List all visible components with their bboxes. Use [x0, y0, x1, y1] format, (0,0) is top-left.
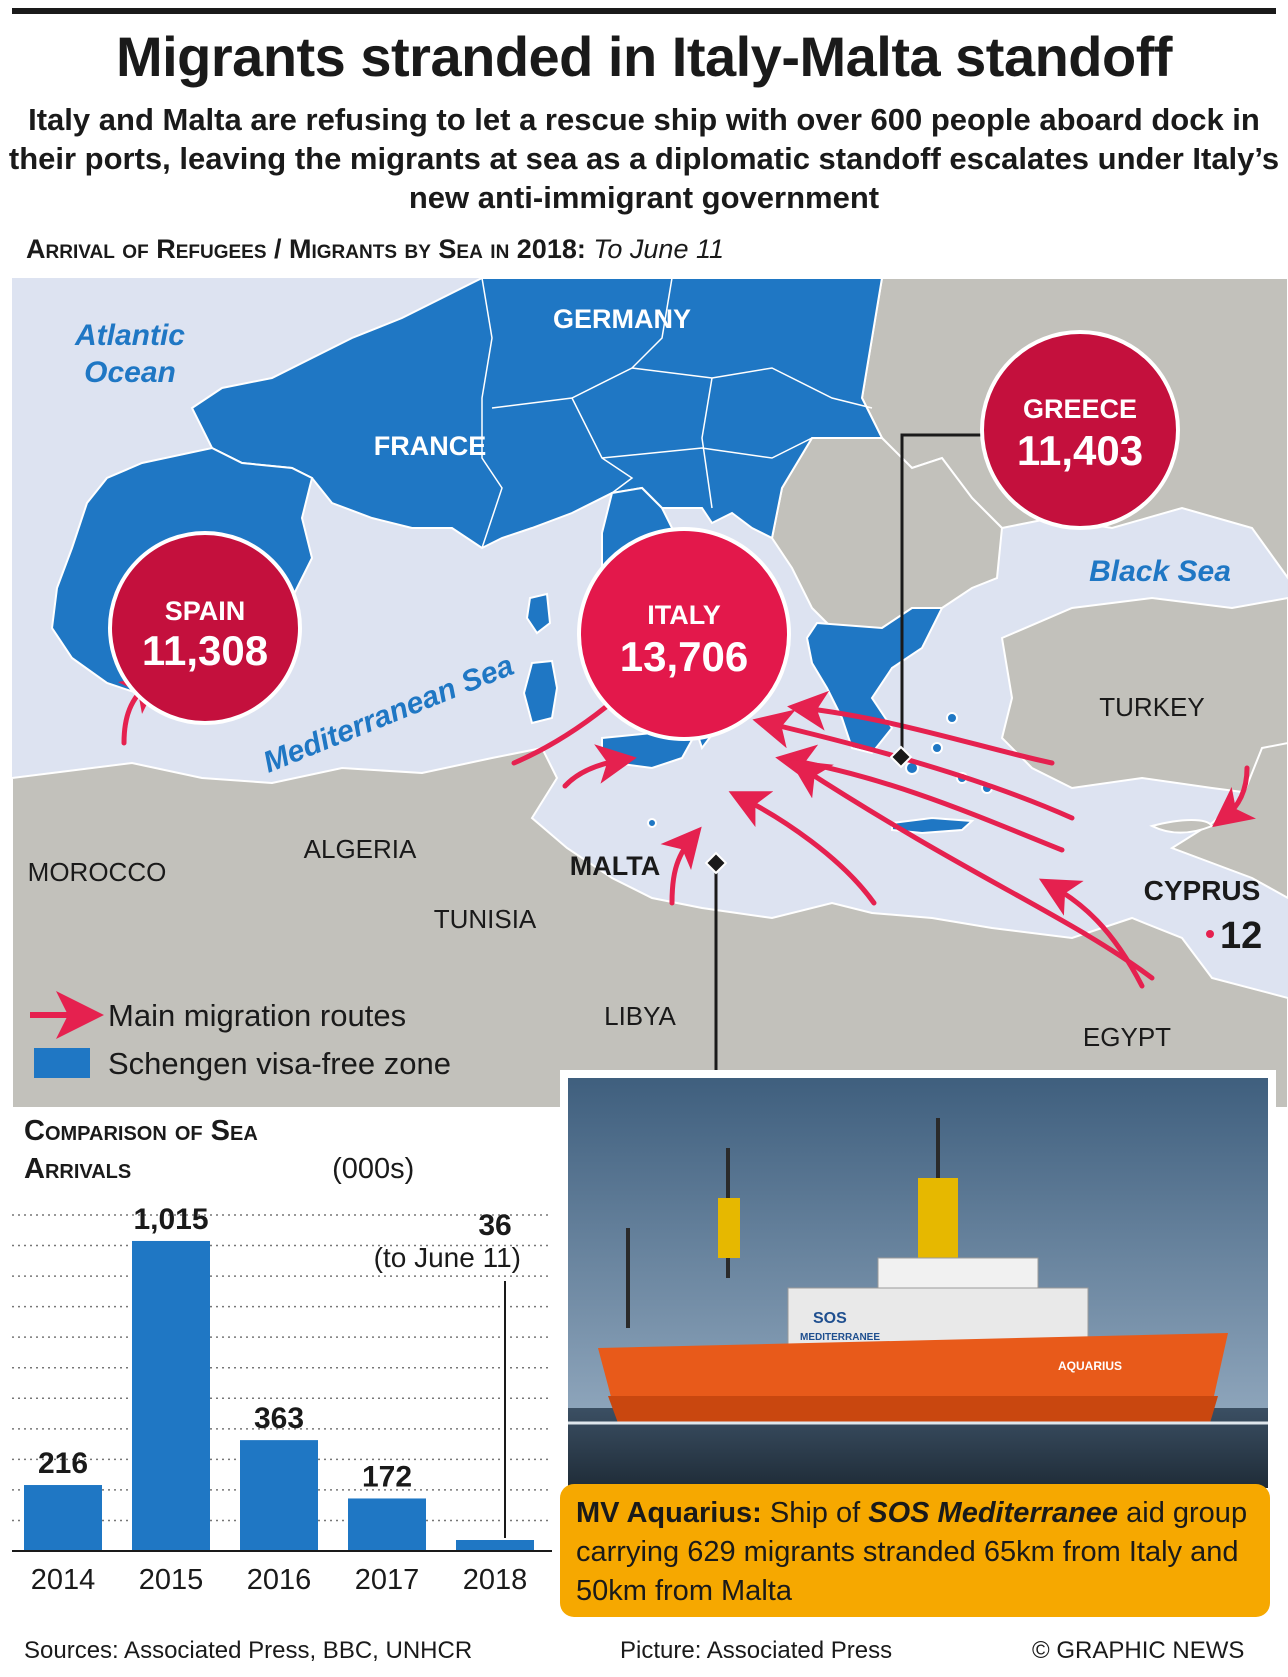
route-arrow	[1038, 878, 1145, 989]
page-title: Migrants stranded in Italy-Malta standof…	[115, 25, 1173, 88]
cyprus-callout: CYPRUS 12	[1144, 875, 1263, 957]
black-sea-label: Black Sea	[1089, 555, 1231, 588]
country-borders	[481, 278, 873, 549]
algeria-label: ALGERIA	[304, 834, 417, 864]
page-subtitle: Italy and Malta are refusing to let a re…	[8, 102, 1280, 215]
aegean-island	[946, 712, 958, 724]
route-arrow	[562, 744, 637, 789]
chart-bars	[24, 1240, 534, 1551]
caption-title: MV Aquarius:	[576, 1497, 762, 1529]
aegean-island	[931, 742, 943, 754]
cyprus-value: 12	[1220, 915, 1262, 957]
chart-bar-2015	[132, 1240, 210, 1551]
chart-unit: (000s)	[332, 1153, 415, 1185]
caption-text-1: Ship of	[769, 1497, 861, 1529]
greece-landmass	[805, 607, 944, 755]
chart-x-label: 2018	[463, 1564, 528, 1596]
north-africa-land	[12, 746, 1288, 1108]
chart-heading: Comparison of Sea Arrivals (000s)	[24, 1112, 414, 1188]
legend-routes-label: Main migration routes	[108, 998, 406, 1033]
france-label: FRANCE	[374, 431, 487, 461]
migration-routes	[117, 635, 1257, 989]
italy-bubble-value: 13,706	[620, 633, 748, 680]
greece-bubble-label: GREECE	[1023, 394, 1137, 424]
photo-caption: MV Aquarius: Ship of SOS Mediterranee ai…	[560, 1484, 1270, 1617]
chart-title: Comparison of Sea Arrivals	[24, 1115, 258, 1185]
germany-label: GERMANY	[553, 304, 691, 334]
spain-bubble: SPAIN 11,308	[108, 531, 302, 725]
cyprus-dot	[1206, 930, 1214, 938]
spain-bubble-value: 11,308	[142, 627, 268, 674]
legend-schengen-swatch	[34, 1048, 90, 1078]
map-heading: Arrival of Refugees / Migrants by Sea in…	[26, 234, 724, 265]
italy-bubble: ITALY 13,706	[577, 527, 791, 741]
route-arrow	[787, 690, 1055, 766]
chart-x-label: 2017	[355, 1564, 420, 1596]
migration-map: Atlantic Ocean GERMANY FRANCE Black Sea …	[12, 278, 1288, 1108]
chart-x-labels: 2014 2015 2016 2017 2018	[31, 1564, 528, 1596]
chart-value-label: 216	[38, 1447, 88, 1480]
italy-bubble-label: ITALY	[647, 600, 721, 630]
chart-x-label: 2016	[247, 1564, 312, 1596]
map-legend: Main migration routes Schengen visa-free…	[30, 991, 451, 1081]
turkey-land	[1000, 596, 1288, 800]
chart-x-label: 2015	[139, 1564, 204, 1596]
top-rule	[12, 8, 1276, 14]
spain-bubble-label: SPAIN	[165, 596, 246, 626]
turkey-label: TURKEY	[1099, 692, 1204, 722]
egypt-label: EGYPT	[1083, 1022, 1171, 1052]
cyprus-label: CYPRUS	[1144, 875, 1261, 906]
greece-pointer-line	[900, 433, 987, 758]
ship-sos-label: SOS	[813, 1310, 847, 1327]
greece-bubble: GREECE 11,403	[980, 330, 1180, 530]
sardinia-island	[522, 659, 559, 725]
ship-photo: SOS MEDITERRANEE AQUARIUS	[568, 1078, 1268, 1488]
chart-value-labels: 216 1,015 363 172 36	[38, 1203, 512, 1493]
chart-value-label: 172	[362, 1460, 412, 1493]
malta-pointer-diamond	[704, 851, 728, 875]
map-heading-text: Arrival of Refugees / Migrants by Sea in…	[26, 234, 586, 264]
footer-copyright: © GRAPHIC NEWS	[1032, 1637, 1245, 1664]
route-arrow	[752, 709, 1075, 821]
libya-label: LIBYA	[604, 1001, 676, 1031]
chart-value-label: 36	[478, 1209, 511, 1242]
sea-arrivals-bar-chart: 216 1,015 363 172 36 2014 2015 2016 2017 2018 (t…	[12, 1203, 552, 1596]
ship-hull-shadow	[608, 1396, 1218, 1423]
ship-name-label: AQUARIUS	[1058, 1359, 1122, 1373]
chart-bar-2016	[240, 1440, 318, 1551]
chart-x-label: 2014	[31, 1564, 96, 1596]
chart-value-label: 1,015	[133, 1203, 208, 1236]
morocco-label: MOROCCO	[28, 857, 167, 887]
chart-bar-2014	[24, 1485, 102, 1551]
yellow-mast	[918, 1178, 958, 1258]
map-heading-note: To June 11	[593, 234, 724, 264]
chart-bar-2017	[348, 1498, 426, 1551]
malta-island	[647, 818, 657, 828]
route-arrow	[789, 759, 1155, 981]
chart-value-label: 363	[254, 1402, 304, 1435]
footer-picture-credit: Picture: Associated Press	[620, 1637, 893, 1664]
greece-bubble-value: 11,403	[1017, 427, 1143, 474]
route-arrow	[728, 791, 877, 906]
chart-annotation: (to June 11)	[374, 1242, 521, 1273]
malta-label: MALTA	[570, 851, 660, 881]
atlantic-label: Atlantic	[74, 319, 185, 352]
greece-pointer-diamond	[889, 745, 913, 769]
caption-italic: SOS Mediterranee	[868, 1497, 1119, 1529]
corsica-island	[525, 592, 552, 635]
ocean-label: Ocean	[84, 356, 176, 389]
chart-bar-2018	[456, 1540, 534, 1551]
legend-schengen-label: Schengen visa-free zone	[108, 1046, 451, 1081]
route-arrow	[1212, 765, 1257, 828]
caption-text-2: aid group carrying 629 migrants stranded…	[576, 1497, 1248, 1607]
footer-sources: Sources: Associated Press, BBC, UNHCR	[24, 1637, 473, 1664]
route-arrow	[660, 826, 702, 906]
central-europe-landmass	[190, 278, 884, 550]
cyprus-island	[1149, 819, 1214, 834]
yellow-crane	[718, 1198, 740, 1258]
crete-island	[891, 816, 975, 835]
tunisia-label: TUNISIA	[434, 904, 537, 934]
callout-lines	[714, 433, 987, 1078]
ship-mediterranee-label: MEDITERRANEE	[800, 1332, 880, 1343]
